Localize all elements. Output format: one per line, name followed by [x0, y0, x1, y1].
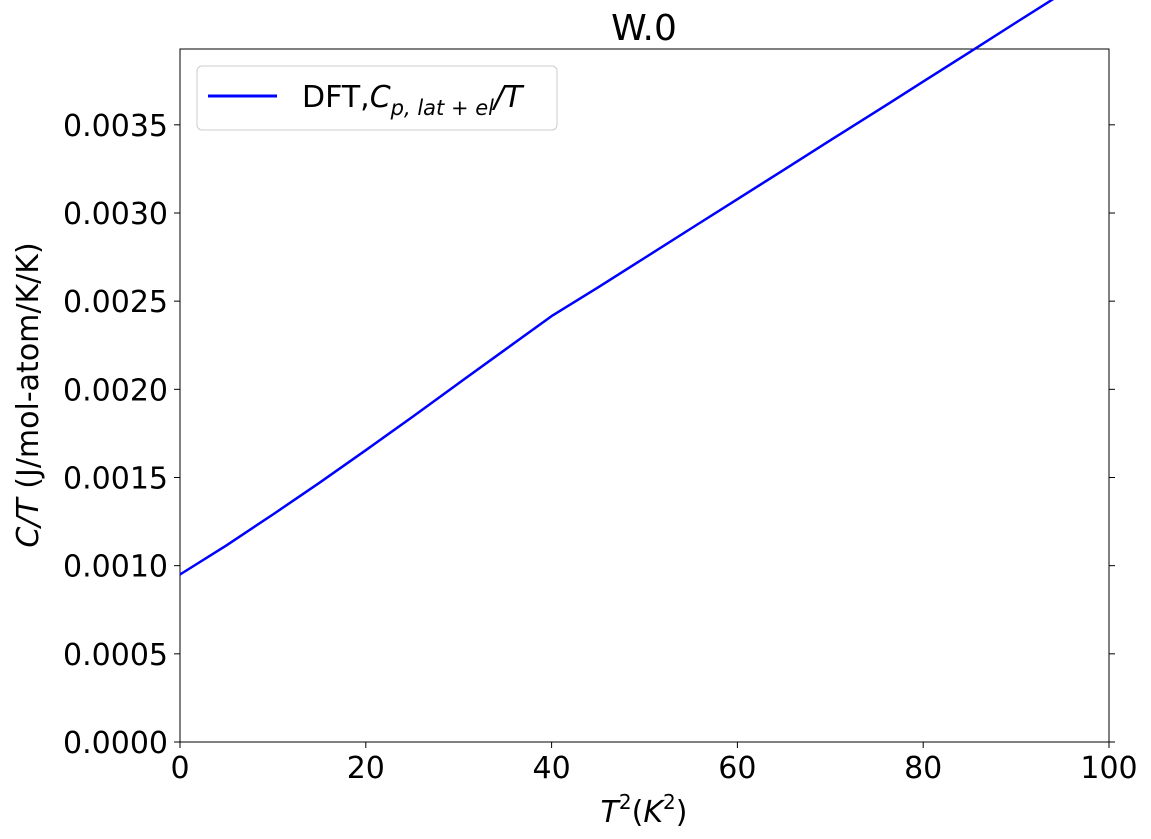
y-tick-label: 0.0010: [63, 550, 168, 585]
y-tick-label: 0.0005: [63, 638, 168, 673]
x-tick-label: 100: [1080, 751, 1137, 786]
x-tick-label: 0: [170, 751, 189, 786]
y-tick-label: 0.0000: [63, 726, 168, 761]
y-tick-label: 0.0020: [63, 373, 168, 408]
y-tick-label: 0.0025: [63, 285, 168, 320]
chart-title: W.0: [611, 8, 677, 49]
legend-box: [196, 65, 558, 131]
legend-prefix: DFT,: [302, 80, 370, 115]
y-axis-label: C/T (J/mol-atom/K/K): [11, 242, 46, 547]
x-tick-label: 60: [718, 751, 756, 786]
legend-suffix: /T: [491, 80, 525, 115]
x-axis: 0 20 40 60 80 100: [170, 742, 1138, 786]
x-label-inner-sup: 2: [663, 790, 676, 814]
series-layer: [179, 0, 1055, 576]
x-axis-label: T2(K2): [601, 790, 688, 830]
y-label-italic: C/T: [11, 496, 46, 548]
y-label-rest: (J/mol-atom/K/K): [11, 242, 46, 498]
y-tick-label: 0.0030: [63, 197, 168, 232]
legend: DFT,Cp, lat + el/T: [196, 65, 558, 131]
legend-sub: p, lat + el: [390, 96, 494, 120]
x-tick-label: 20: [347, 751, 385, 786]
y-tick-label: 0.0035: [63, 109, 168, 144]
x-label-sup: 2: [619, 790, 632, 814]
x-tick-label: 40: [533, 751, 571, 786]
x-label-inner-base: K: [643, 795, 665, 830]
x-label-close: ): [676, 795, 688, 830]
series-line: [179, 0, 1055, 576]
x-label-open: (: [632, 795, 644, 830]
legend-label: DFT,Cp, lat + el/T: [302, 80, 525, 120]
legend-base: C: [370, 80, 391, 115]
x-tick-label: 80: [904, 751, 942, 786]
plot-area-frame: [179, 48, 1110, 743]
y-tick-label: 0.0015: [63, 461, 168, 496]
x-label-base: T: [601, 795, 622, 830]
y-axis: 0.0000 0.0005 0.0010 0.0015 0.0020 0.0025 0.00…: [63, 109, 1115, 761]
